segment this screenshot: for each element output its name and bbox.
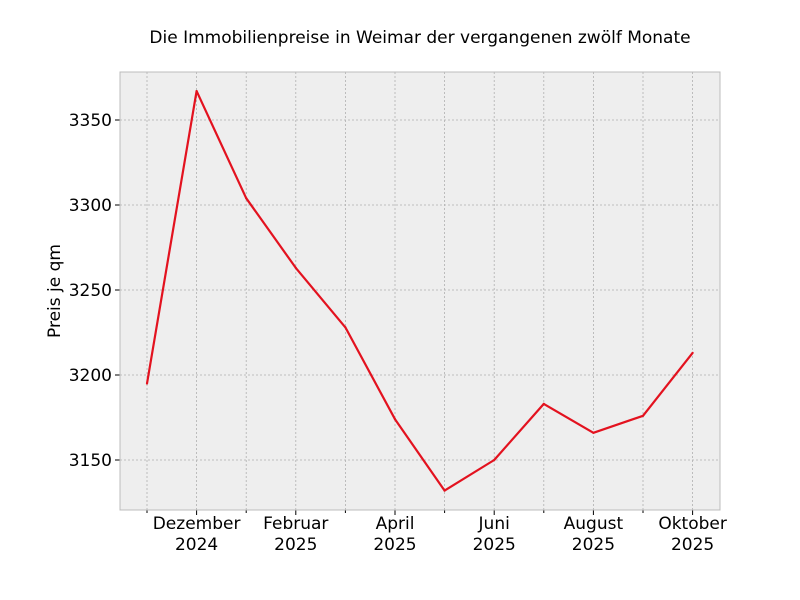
x-minor-ticks (115, 119, 694, 515)
y-tick-label: 3150 (69, 451, 112, 471)
x-tick-label: August 2025 (564, 514, 624, 555)
y-axis-label: Preis je qm (45, 244, 65, 338)
data-point (542, 402, 545, 405)
data-point (393, 418, 397, 421)
x-tick-label: Oktober 2025 (658, 514, 727, 555)
y-tick-label: 3200 (69, 366, 112, 386)
y-tick-label: 3350 (69, 111, 112, 131)
series-layer (145, 89, 694, 492)
plot-frame (119, 71, 721, 511)
data-point (344, 326, 347, 329)
data-point (245, 197, 248, 200)
chart-title: Die Immobilienpreise in Weimar der verga… (149, 28, 690, 48)
series-line (145, 89, 694, 492)
x-tick-label: Juni 2025 (473, 514, 516, 555)
x-tick-label: April 2025 (373, 514, 416, 555)
plot-area (120, 72, 720, 510)
data-point (195, 90, 198, 93)
data-point (145, 382, 149, 385)
y-tick-label: 3300 (69, 196, 112, 216)
data-point (294, 266, 297, 269)
data-point (493, 458, 496, 462)
x-tick-label: Dezember 2024 (153, 514, 241, 555)
x-axis-tick-labels: Dezember 2024 Februar 2025 April 2025 Juni 2025… (153, 514, 727, 555)
data-point (691, 351, 694, 354)
data-point (641, 414, 645, 417)
y-tick-label: 3250 (69, 281, 112, 301)
data-point (443, 489, 446, 492)
x-tick-label: Februar 2025 (263, 514, 328, 555)
y-axis-tick-labels: 3150 3200 3250 3300 3350 (69, 111, 112, 471)
data-point (592, 431, 595, 434)
gridlines (120, 72, 720, 510)
